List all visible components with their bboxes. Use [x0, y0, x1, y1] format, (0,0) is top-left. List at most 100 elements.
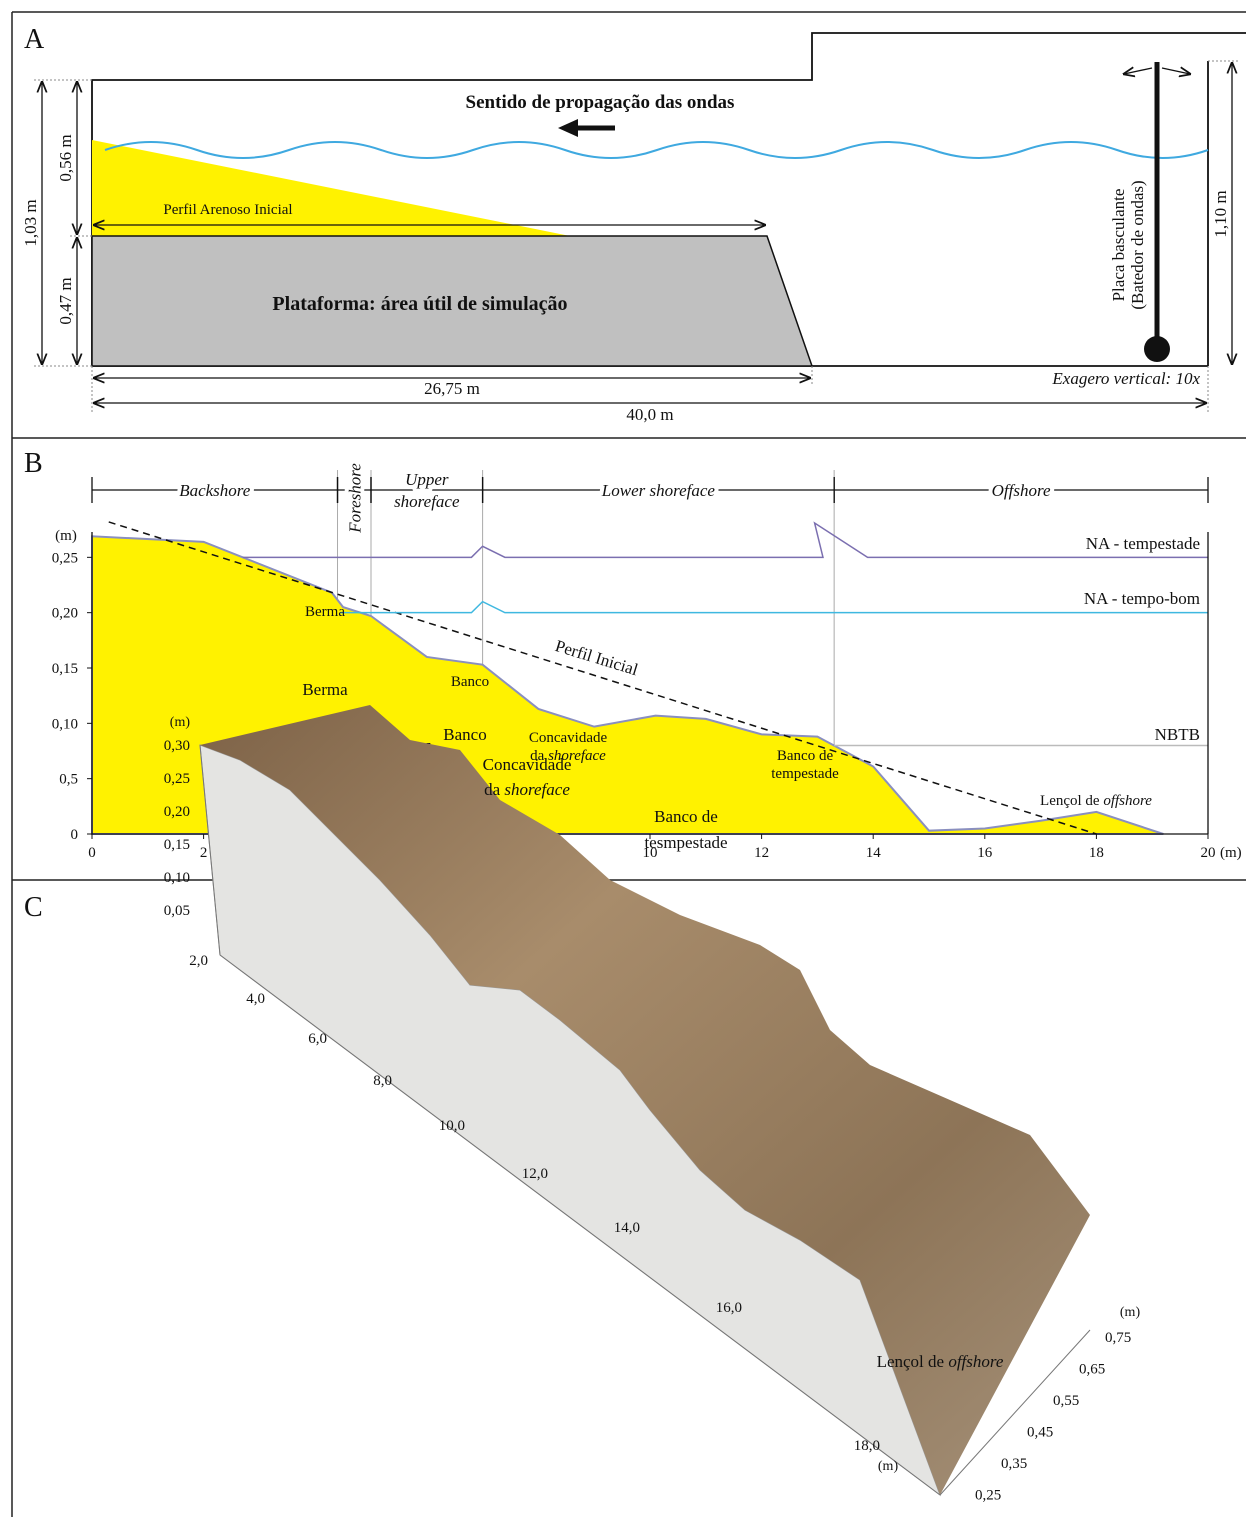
- series-label: Perfil Inicial: [553, 636, 641, 679]
- annotation: Lençol de: [1040, 793, 1103, 809]
- zone-label: shoreface: [394, 492, 460, 511]
- axis-unit: (m): [170, 715, 191, 730]
- height-tick-label: 0,15: [164, 837, 190, 853]
- x-unit: (m): [1220, 845, 1242, 861]
- annotation: Berma: [302, 680, 348, 699]
- annotation: Berma: [305, 604, 345, 620]
- length-tick-label: 2,0: [189, 953, 208, 969]
- dimension: [34, 60, 1240, 412]
- y-tick-label: 0,15: [52, 661, 78, 677]
- length-tick-label: 16,0: [716, 1300, 742, 1316]
- annotation: Banco: [443, 725, 486, 744]
- dimension-label: 1,03 m: [21, 199, 40, 246]
- initial-profile-label: Perfil Arenoso Inicial: [163, 202, 292, 218]
- axis-unit: (m): [1120, 1305, 1141, 1320]
- annotation: da shoreface: [530, 748, 606, 764]
- x-tick-label: 0: [88, 845, 96, 861]
- length-tick-label: 4,0: [246, 991, 265, 1007]
- wave-maker: [1161, 68, 1190, 74]
- wave-maker: [1124, 68, 1153, 74]
- annotation: Concavidade: [529, 730, 608, 746]
- annotation: Banco: [451, 674, 489, 690]
- water-surface: [104, 141, 1209, 159]
- series-label: NA - tempestade: [1086, 534, 1200, 553]
- height-tick-label: 0,25: [164, 771, 190, 787]
- height-tick-label: 0,10: [164, 870, 190, 886]
- x-tick-label: 10: [643, 845, 658, 861]
- length-tick-label: 8,0: [373, 1073, 392, 1089]
- axis: [939, 1329, 1091, 1496]
- platform-label: Plataforma: área útil de simulação: [272, 293, 567, 315]
- x-tick-label: 20: [1201, 845, 1216, 861]
- panel-a: A Sentido de propagação das ondas Perfil…: [21, 24, 1246, 424]
- annotation: Concavidade: [483, 755, 572, 774]
- height-tick-label: 0,30: [164, 738, 190, 754]
- annotation: tempestade: [771, 766, 839, 782]
- x-tick-label: 18: [1089, 845, 1104, 861]
- y-tick-label: 0,25: [52, 550, 78, 566]
- x-tick-label: 12: [754, 845, 769, 861]
- series-line: [340, 600, 1208, 614]
- zone-label: Lower shoreface: [601, 481, 716, 500]
- length-tick-label: 10,0: [439, 1118, 465, 1134]
- y-tick-label: 0,5: [59, 772, 78, 788]
- annotation: Lençol de: [877, 1352, 949, 1371]
- annotation: da: [530, 748, 548, 764]
- length-tick-label: 6,0: [308, 1031, 327, 1047]
- width-tick-label: 0,75: [1105, 1330, 1131, 1346]
- annotation: offshore: [1103, 793, 1152, 809]
- panel-label: C: [24, 892, 43, 923]
- annotation: tesmpestade: [644, 833, 727, 852]
- annotation: shoreface: [548, 748, 606, 764]
- length-tick-label: 14,0: [614, 1220, 640, 1236]
- annotation: Banco de: [654, 807, 718, 826]
- series-label: NA - tempo-bom: [1084, 589, 1200, 608]
- wave-direction: Sentido de propagação das ondas: [466, 92, 735, 113]
- series-line: [108, 521, 1097, 835]
- height-tick-label: 0,05: [164, 903, 190, 919]
- annotation: da shoreface: [484, 780, 570, 799]
- annotation: offshore: [948, 1352, 1004, 1371]
- panel-c: C (m) (m) (m) Berma Banco Concavidade da…: [24, 680, 1140, 1504]
- axis: [199, 744, 221, 956]
- y-tick-label: 0: [71, 827, 79, 843]
- annotation: Lençol de offshore: [1040, 793, 1152, 809]
- width-tick-label: 0,55: [1053, 1393, 1079, 1409]
- wave-maker: [1144, 336, 1170, 362]
- dimension-label: 26,75 m: [424, 379, 480, 398]
- wave-maker-label: (Batedor de ondas): [1128, 180, 1147, 309]
- panel-label: B: [24, 448, 43, 479]
- annotation: Banco de: [777, 748, 834, 764]
- annotation: Lençol de offshore: [877, 1352, 1004, 1371]
- zone-label: Backshore: [179, 481, 251, 500]
- annotation: da: [484, 780, 504, 799]
- x-tick-label: 2: [200, 845, 208, 861]
- zone-label: Foreshore: [345, 463, 364, 534]
- sand-wedge: [92, 140, 570, 236]
- length-tick-label: 12,0: [522, 1166, 548, 1182]
- dimension-label: 0,47 m: [56, 277, 75, 324]
- y-tick-label: 0,10: [52, 716, 78, 732]
- dimension-label: 40,0 m: [626, 405, 673, 424]
- y-unit: (m): [55, 528, 77, 544]
- width-tick-label: 0,25: [975, 1488, 1001, 1504]
- width-tick-label: 0,45: [1027, 1425, 1053, 1441]
- y-tick-label: 0,20: [52, 606, 78, 622]
- exaggeration: Exagero vertical: 10x: [1051, 369, 1200, 388]
- width-tick-label: 0,35: [1001, 1456, 1027, 1472]
- dimension-label: 1,10 m: [1211, 190, 1230, 237]
- width-tick-label: 0,65: [1079, 1362, 1105, 1378]
- surface: [200, 705, 1090, 1495]
- direction-arrow: [558, 119, 578, 137]
- series-label: NBTB: [1155, 725, 1200, 744]
- series-line: [242, 521, 1208, 559]
- zone-label: Upper: [405, 470, 449, 489]
- height-tick-label: 0,20: [164, 804, 190, 820]
- axis-unit: (m): [878, 1459, 899, 1474]
- x-tick-label: 14: [866, 845, 882, 861]
- length-tick-label: 18,0: [854, 1438, 880, 1454]
- panel-label: A: [24, 24, 45, 55]
- zone-label: Offshore: [992, 481, 1051, 500]
